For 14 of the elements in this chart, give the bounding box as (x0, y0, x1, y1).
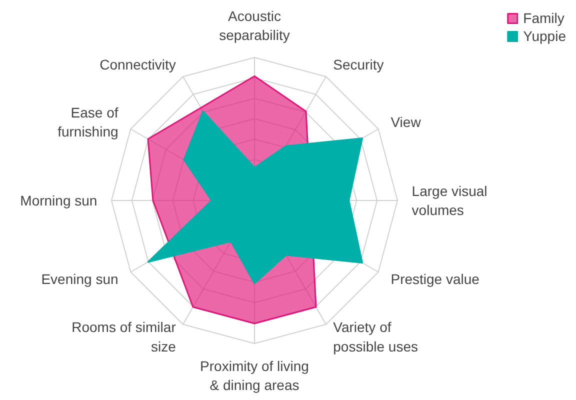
spoke-label: Evening sun (41, 271, 118, 288)
spoke-label: View (390, 114, 422, 130)
spoke-label: Ease of furnishing (58, 104, 118, 140)
spoke-label: Acoustic separability (219, 8, 290, 44)
legend-label: Yuppie (523, 28, 566, 44)
spoke-label: Prestige value (390, 271, 480, 288)
legend-label: Family (523, 10, 564, 26)
spoke-label: Security (333, 56, 384, 72)
spoke-label: Connectivity (100, 56, 176, 72)
spoke-label: Proximity of living & dining areas (200, 358, 309, 393)
spoke-label: Morning sun (20, 192, 98, 208)
spoke-label: Variety of possible uses (333, 319, 418, 354)
spoke-label: Rooms of similar size (72, 319, 176, 354)
spoke-label: Large visual volumes (412, 182, 488, 218)
